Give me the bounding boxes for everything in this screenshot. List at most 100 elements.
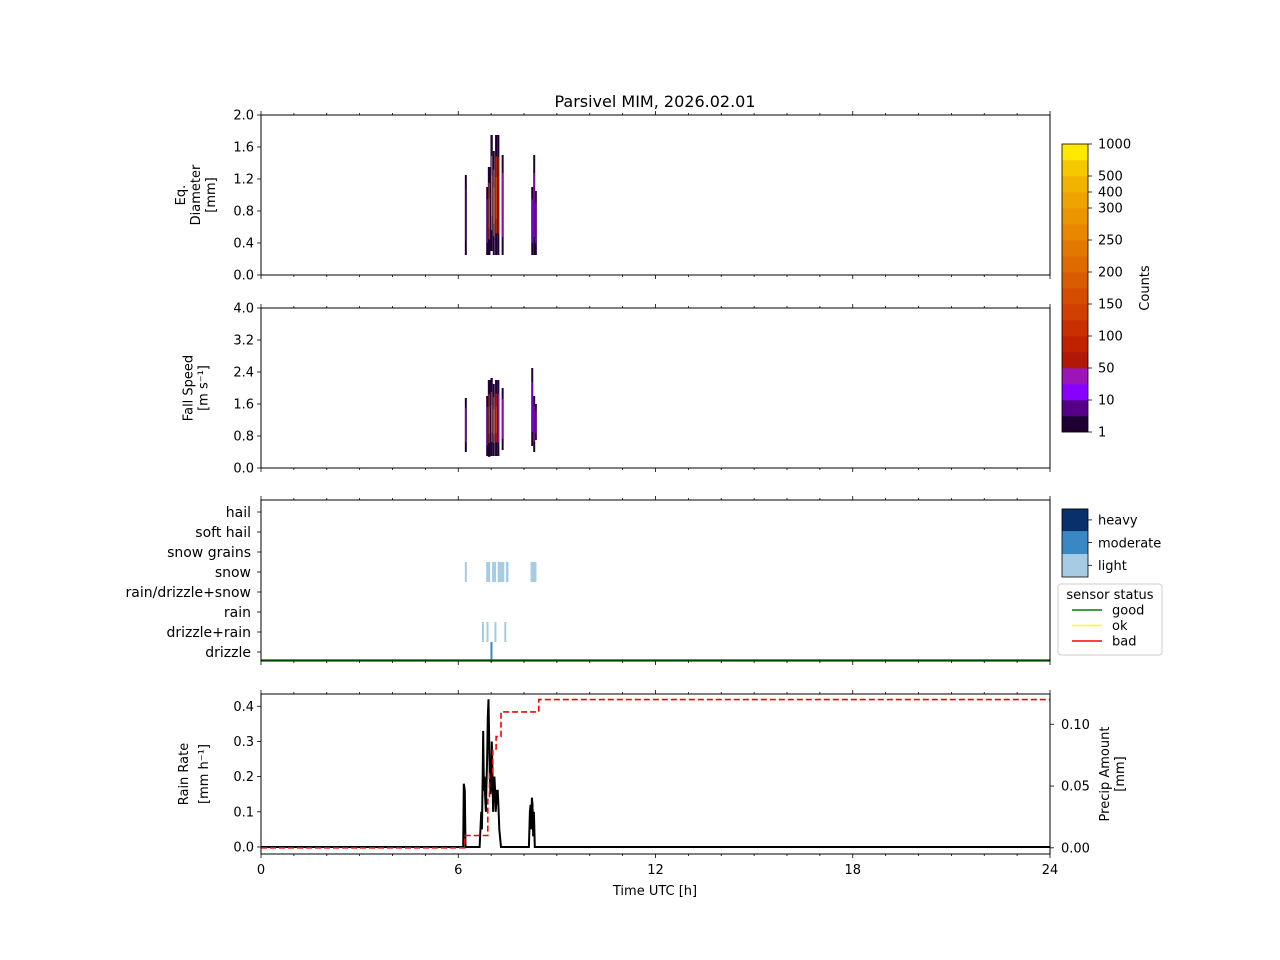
colorbar-segment — [1062, 256, 1088, 273]
fallspeed-column-core — [493, 409, 495, 435]
rain-lines — [261, 698, 1050, 849]
rain-y-label-line: Rain Rate — [177, 743, 192, 806]
rain-y-label-line: [mm h⁻¹] — [197, 744, 212, 804]
x-axis-ticks: 0 6 12 18 24 — [257, 111, 1058, 878]
colorbar-segment — [1062, 272, 1088, 289]
diameter-column-core — [493, 187, 495, 224]
diameter-y-tick-label: 0.0 — [233, 269, 254, 284]
rain-y-ticks: 0.0 0.1 0.2 0.3 0.4 — [233, 700, 261, 855]
rain-y-tick-label: 0.3 — [233, 735, 254, 750]
intensity-swatch-moderate — [1062, 531, 1088, 554]
fallspeed-column — [531, 382, 533, 432]
diameter-column-core — [491, 175, 493, 217]
precip-amount-label-line: Precip Amount — [1098, 727, 1113, 822]
fallspeed-column — [497, 393, 499, 443]
diameter-column-core — [495, 177, 497, 219]
precip-event — [486, 562, 491, 582]
diameter-column — [535, 202, 537, 244]
colorbar-segment — [1062, 400, 1088, 417]
rain-panel: 0.00.10.20.30.4 Rain Rate [mm h⁻¹] 0.000.… — [177, 693, 1128, 856]
fallspeed-y-tick-label: 2.4 — [233, 366, 254, 381]
fallspeed-y-tick-label: 0.0 — [233, 462, 254, 477]
colorbar-tick-label: 1 — [1098, 426, 1106, 441]
precip-event — [481, 622, 484, 642]
colorbar-segment — [1062, 176, 1088, 193]
colorbar-tick-label: 250 — [1098, 234, 1123, 249]
diameter-y-label-line: Diameter — [189, 164, 204, 225]
diameter-y-label-line: Eq. — [174, 185, 189, 206]
colorbar-segment — [1062, 416, 1088, 433]
rain-y-label: Rain Rate [mm h⁻¹] — [177, 743, 212, 806]
colorbar-tick-label: 10 — [1098, 394, 1115, 409]
rain-y-tick-label: 0.4 — [233, 700, 254, 715]
fallspeed-y-tick-label: 3.2 — [233, 334, 254, 349]
fallspeed-y-tick-label: 0.8 — [233, 430, 254, 445]
colorbar-segment — [1062, 192, 1088, 209]
x-tick-label: 0 — [257, 863, 265, 878]
colorbar-frame — [1061, 143, 1089, 433]
diameter-y-tick-label: 2.0 — [233, 109, 254, 124]
colorbar-tick-label: 500 — [1098, 170, 1123, 185]
fallspeed-y-tick-label: 1.6 — [233, 398, 254, 413]
precip-amount-label-line: [mm] — [1113, 756, 1128, 791]
fallspeed-panel: 0.0 0.8 1.6 2.4 3.2 4.0 Fall Speed [m s⁻¹] — [182, 302, 1051, 477]
colorbar-segment — [1062, 160, 1088, 177]
rain-y-tick-label: 0.2 — [233, 770, 254, 785]
precip-event — [530, 562, 537, 582]
intensity-frame — [1061, 508, 1089, 578]
colorbar-segment — [1062, 240, 1088, 257]
diameter-column — [497, 156, 499, 234]
colorbar-tick-label: 400 — [1098, 186, 1123, 201]
category-label-drizzle: drizzle — [205, 645, 251, 661]
colorbar-segment — [1062, 368, 1088, 385]
colorbar-segment — [1062, 320, 1088, 337]
intensity-legend: light moderate heavy — [1061, 508, 1161, 578]
colorbar-segment — [1062, 288, 1088, 305]
colorbar-segment — [1062, 352, 1088, 369]
fallspeed-column — [502, 399, 504, 439]
fallspeed-column — [486, 406, 488, 446]
colorbar-tick-label: 50 — [1098, 362, 1115, 377]
precip-type-frame — [260, 499, 1051, 662]
precip-amount-tick-label: 0.10 — [1061, 718, 1090, 733]
colorbar-tick-label: 200 — [1098, 266, 1123, 281]
intensity-label-moderate: moderate — [1098, 536, 1161, 551]
precip-amount-tick-label: 0.00 — [1061, 841, 1090, 856]
precip-event — [505, 562, 509, 582]
fallspeed-heatmap — [464, 368, 537, 457]
diameter-column-core — [488, 197, 490, 229]
diameter-column — [502, 173, 504, 237]
fallspeed-column — [535, 410, 537, 434]
colorbar-segment — [1062, 304, 1088, 321]
sensor-legend-title: sensor status — [1066, 588, 1153, 603]
precip-event — [494, 622, 497, 642]
colorbar-tick-label: 150 — [1098, 298, 1123, 313]
category-label-drizzle-rain: drizzle+rain — [166, 625, 251, 641]
diameter-heatmap — [464, 135, 537, 255]
colorbar-segment — [1062, 384, 1088, 401]
precip-event — [497, 562, 505, 582]
fallspeed-column-core — [488, 406, 490, 434]
fallspeed-y-label: Fall Speed [m s⁻¹] — [182, 355, 212, 421]
category-label-snow-grains: snow grains — [167, 545, 251, 561]
colorbar-segment — [1062, 224, 1088, 241]
rain-rate-line — [261, 699, 1050, 848]
rain-y-tick-label: 0.0 — [233, 840, 254, 855]
fallspeed-column-core — [491, 405, 493, 433]
fallspeed-y-label-line: Fall Speed — [182, 355, 197, 421]
diameter-y-label: Eq. Diameter [mm] — [174, 164, 219, 225]
precip-event — [492, 562, 497, 582]
fallspeed-column — [533, 406, 535, 442]
precip-amount-line — [261, 698, 1050, 849]
diameter-column — [465, 189, 467, 241]
colorbar-tick-label: 1000 — [1098, 138, 1131, 153]
diameter-column — [531, 199, 533, 243]
x-tick-label: 24 — [1042, 863, 1059, 878]
precip-type-events — [261, 562, 1050, 662]
diameter-y-label-line: [mm] — [204, 177, 219, 212]
colorbar-tick-label: 100 — [1098, 330, 1123, 345]
fallspeed-column-core — [495, 406, 497, 434]
diameter-y-tick-label: 0.8 — [233, 205, 254, 220]
